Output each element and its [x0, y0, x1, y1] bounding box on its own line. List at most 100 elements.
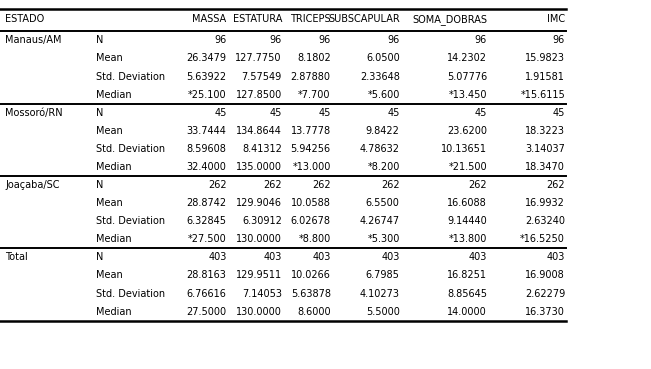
- Text: 9.8422: 9.8422: [366, 126, 400, 136]
- Text: 13.7778: 13.7778: [290, 126, 331, 136]
- Text: 96: 96: [553, 35, 565, 45]
- Text: 6.02678: 6.02678: [291, 216, 331, 226]
- Text: 2.62279: 2.62279: [525, 289, 565, 299]
- Text: 16.3730: 16.3730: [525, 307, 565, 317]
- Text: 45: 45: [387, 108, 400, 118]
- Text: N: N: [96, 252, 104, 262]
- Text: 403: 403: [381, 252, 400, 262]
- Text: 5.63878: 5.63878: [291, 289, 331, 299]
- Text: 403: 403: [312, 252, 331, 262]
- Text: 10.0588: 10.0588: [291, 198, 331, 208]
- Text: 8.6000: 8.6000: [297, 307, 331, 317]
- Text: 134.8644: 134.8644: [236, 126, 282, 136]
- Text: SOMA_DOBRAS: SOMA_DOBRAS: [412, 14, 487, 25]
- Text: 135.0000: 135.0000: [236, 162, 282, 172]
- Text: N: N: [96, 180, 104, 190]
- Text: 8.59608: 8.59608: [187, 144, 227, 154]
- Text: 9.14440: 9.14440: [447, 216, 487, 226]
- Text: 16.9008: 16.9008: [525, 270, 565, 280]
- Text: Median: Median: [96, 307, 132, 317]
- Text: 129.9511: 129.9511: [236, 270, 282, 280]
- Text: 7.57549: 7.57549: [242, 72, 282, 82]
- Text: 45: 45: [553, 108, 565, 118]
- Text: 2.87880: 2.87880: [291, 72, 331, 82]
- Text: 6.76616: 6.76616: [187, 289, 227, 299]
- Text: 14.2302: 14.2302: [447, 54, 487, 63]
- Text: 32.4000: 32.4000: [187, 162, 227, 172]
- Text: 14.0000: 14.0000: [447, 307, 487, 317]
- Text: 16.9932: 16.9932: [525, 198, 565, 208]
- Text: Std. Deviation: Std. Deviation: [96, 216, 165, 226]
- Text: 8.41312: 8.41312: [242, 144, 282, 154]
- Text: *16.5250: *16.5250: [520, 234, 565, 244]
- Text: Total: Total: [5, 252, 28, 262]
- Text: 262: 262: [468, 180, 487, 190]
- Text: 96: 96: [270, 35, 282, 45]
- Text: 262: 262: [263, 180, 282, 190]
- Text: 3.14037: 3.14037: [525, 144, 565, 154]
- Text: 28.8163: 28.8163: [187, 270, 227, 280]
- Text: TRICEPS: TRICEPS: [290, 14, 331, 24]
- Text: 10.13651: 10.13651: [441, 144, 487, 154]
- Text: ESTATURA: ESTATURA: [232, 14, 282, 24]
- Text: 5.07776: 5.07776: [447, 72, 487, 82]
- Text: 96: 96: [387, 35, 400, 45]
- Text: 2.33648: 2.33648: [360, 72, 400, 82]
- Text: 23.6200: 23.6200: [447, 126, 487, 136]
- Text: 130.0000: 130.0000: [236, 307, 282, 317]
- Text: SUBSCAPULAR: SUBSCAPULAR: [328, 14, 400, 24]
- Text: 18.3470: 18.3470: [525, 162, 565, 172]
- Text: Std. Deviation: Std. Deviation: [96, 72, 165, 82]
- Text: 6.32845: 6.32845: [187, 216, 227, 226]
- Text: *8.200: *8.200: [367, 162, 400, 172]
- Text: Std. Deviation: Std. Deviation: [96, 144, 165, 154]
- Text: *13.000: *13.000: [292, 162, 331, 172]
- Text: 6.0500: 6.0500: [366, 54, 400, 63]
- Text: *5.600: *5.600: [367, 90, 400, 100]
- Text: 4.78632: 4.78632: [360, 144, 400, 154]
- Text: 403: 403: [469, 252, 487, 262]
- Text: Mean: Mean: [96, 126, 123, 136]
- Text: Manaus/AM: Manaus/AM: [5, 35, 62, 45]
- Text: *7.700: *7.700: [298, 90, 331, 100]
- Text: 96: 96: [475, 35, 487, 45]
- Text: Median: Median: [96, 162, 132, 172]
- Text: Median: Median: [96, 234, 132, 244]
- Text: IMC: IMC: [547, 14, 565, 24]
- Text: 33.7444: 33.7444: [187, 126, 227, 136]
- Text: *8.800: *8.800: [298, 234, 331, 244]
- Text: 403: 403: [208, 252, 227, 262]
- Text: MASSA: MASSA: [193, 14, 227, 24]
- Text: 130.0000: 130.0000: [236, 234, 282, 244]
- Text: 26.3479: 26.3479: [187, 54, 227, 63]
- Text: *25.100: *25.100: [188, 90, 227, 100]
- Text: 27.5000: 27.5000: [186, 307, 227, 317]
- Text: 129.9046: 129.9046: [236, 198, 282, 208]
- Text: Median: Median: [96, 90, 132, 100]
- Text: 403: 403: [264, 252, 282, 262]
- Text: 8.1802: 8.1802: [297, 54, 331, 63]
- Text: 96: 96: [214, 35, 227, 45]
- Text: 10.0266: 10.0266: [291, 270, 331, 280]
- Text: 16.8251: 16.8251: [447, 270, 487, 280]
- Text: 15.9823: 15.9823: [525, 54, 565, 63]
- Text: 45: 45: [475, 108, 487, 118]
- Text: 6.7985: 6.7985: [366, 270, 400, 280]
- Text: ESTADO: ESTADO: [5, 14, 44, 24]
- Text: Mean: Mean: [96, 54, 123, 63]
- Text: 127.7750: 127.7750: [236, 54, 282, 63]
- Text: 8.85645: 8.85645: [447, 289, 487, 299]
- Text: 262: 262: [381, 180, 400, 190]
- Text: 7.14053: 7.14053: [242, 289, 282, 299]
- Text: 127.8500: 127.8500: [236, 90, 282, 100]
- Text: Joaçaba/SC: Joaçaba/SC: [5, 180, 60, 190]
- Text: *27.500: *27.500: [187, 234, 227, 244]
- Text: Mean: Mean: [96, 270, 123, 280]
- Text: *13.450: *13.450: [449, 90, 487, 100]
- Text: N: N: [96, 35, 104, 45]
- Text: *13.800: *13.800: [449, 234, 487, 244]
- Text: 6.30912: 6.30912: [242, 216, 282, 226]
- Text: N: N: [96, 108, 104, 118]
- Text: 1.91581: 1.91581: [525, 72, 565, 82]
- Text: 403: 403: [547, 252, 565, 262]
